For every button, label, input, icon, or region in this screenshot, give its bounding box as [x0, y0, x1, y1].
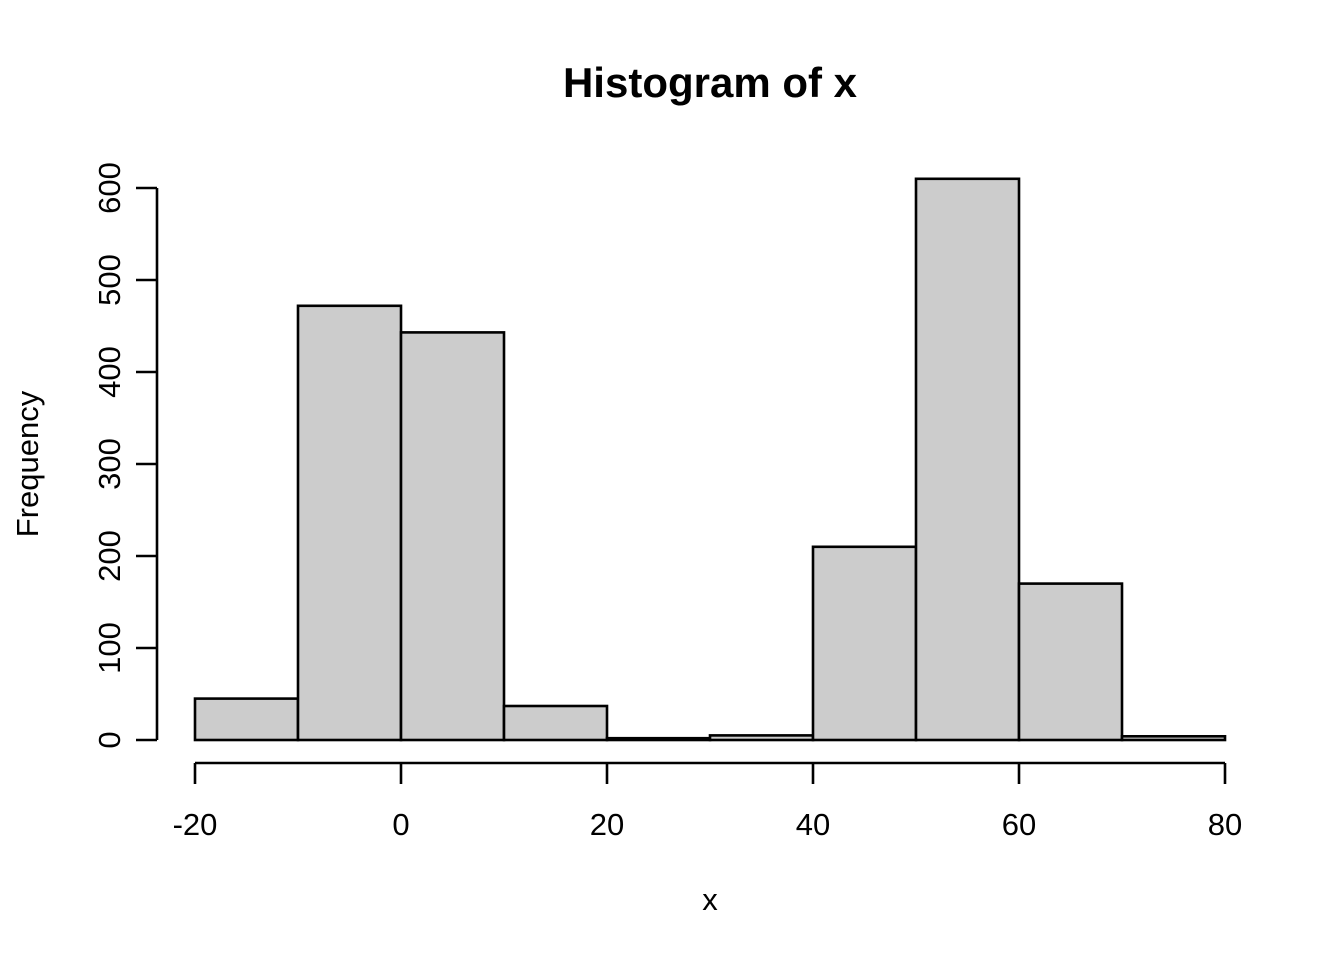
x-tick-label: 20: [590, 807, 624, 842]
bars-layer: [193, 177, 1227, 742]
histogram-bar: [296, 304, 403, 742]
histogram-bar: [1120, 734, 1227, 742]
histogram-bar: [1017, 582, 1124, 742]
y-tick-label: 300: [92, 438, 127, 490]
histogram-bar: [914, 177, 1021, 742]
histogram-bar: [605, 736, 712, 742]
x-tick-label: 0: [392, 807, 409, 842]
histogram-bar: [193, 697, 300, 742]
y-tick-label: 500: [92, 254, 127, 306]
x-tick-label: 80: [1208, 807, 1242, 842]
x-axis-title: x: [702, 882, 718, 917]
histogram-bar: [708, 734, 815, 742]
y-axis-title: Frequency: [10, 390, 45, 537]
y-tick-label: 600: [92, 162, 127, 214]
histogram-bar: [502, 704, 609, 742]
y-tick-label: 0: [92, 731, 127, 748]
x-tick-label: 40: [796, 807, 830, 842]
y-tick-label: 400: [92, 346, 127, 398]
y-tick-label: 100: [92, 622, 127, 674]
axes-layer: -20 0 20 40 60 80 0 100 200 300 400 500 600: [92, 162, 1242, 842]
histogram-bar: [811, 545, 918, 742]
y-tick-label: 200: [92, 530, 127, 582]
x-tick-label: 60: [1002, 807, 1036, 842]
x-tick-label: -20: [173, 807, 218, 842]
chart-title: Histogram of x: [563, 59, 858, 106]
histogram-bar: [399, 331, 506, 742]
